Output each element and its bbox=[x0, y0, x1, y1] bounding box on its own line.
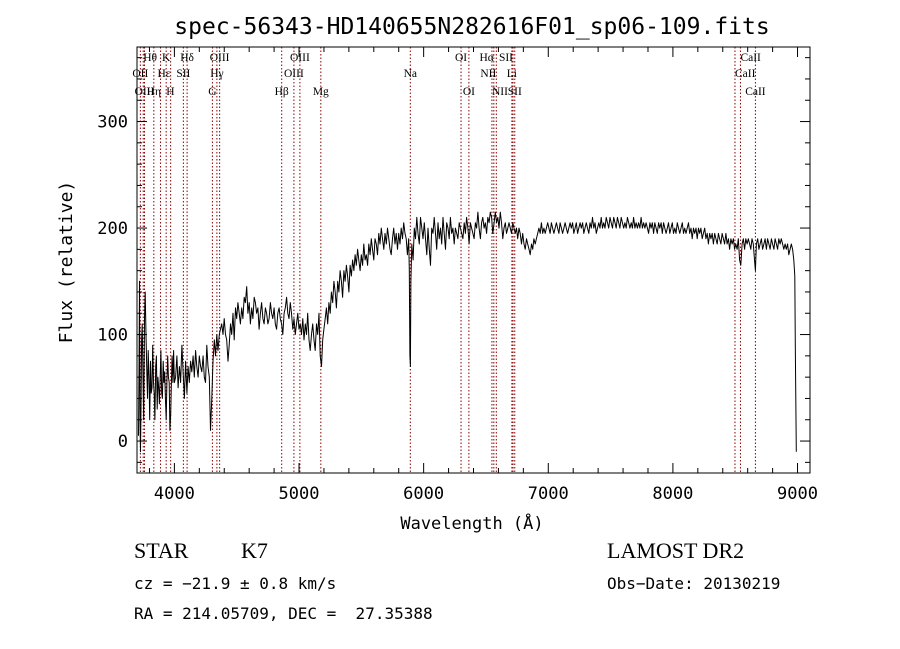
survey-name: LAMOST DR2 bbox=[607, 538, 744, 563]
x-tick-label: 5000 bbox=[279, 484, 320, 504]
spectral-line-label: OII bbox=[132, 68, 148, 80]
plot-area: Hθ K Hδ OIII OIII OI Hα SII CaII OII Hε SII Hγ OIII Na… bbox=[97, 46, 818, 504]
spectral-line-label: Hβ bbox=[275, 86, 289, 98]
redshift-cz: cz = −21.9 ± 0.8 km/s bbox=[134, 574, 336, 593]
spectral-line-label: Mg bbox=[313, 86, 329, 98]
x-tick-label: 4000 bbox=[154, 484, 195, 504]
spectral-line-label: CaII bbox=[735, 68, 756, 80]
x-axis-label: Wavelength (Å) bbox=[400, 512, 543, 534]
spectral-line-label: OIII bbox=[210, 52, 230, 64]
y-tick-label: 300 bbox=[97, 113, 128, 133]
observation-date: Obs−Date: 20130219 bbox=[607, 574, 780, 593]
y-tick-label: 100 bbox=[97, 326, 128, 346]
chart-title: spec-56343-HD140655N282616F01_sp06-109.f… bbox=[174, 14, 769, 40]
x-tick-label: 8000 bbox=[652, 484, 693, 504]
spectral-line-label: NII bbox=[492, 86, 508, 98]
spectral-line-label: SII bbox=[508, 86, 522, 98]
x-tick-label: 9000 bbox=[777, 484, 818, 504]
spectral-line-label: OI bbox=[455, 52, 467, 64]
spectral-line-label: Hγ bbox=[210, 68, 223, 80]
x-tick-label: 6000 bbox=[403, 484, 444, 504]
spectral-line-label: K bbox=[162, 52, 171, 64]
spectral-line-label: Hη bbox=[147, 86, 161, 98]
spectral-line-label: NII bbox=[480, 68, 496, 80]
plot-frame bbox=[136, 46, 811, 474]
spectral-line-label: G bbox=[208, 86, 216, 98]
y-tick-label: 200 bbox=[97, 219, 128, 239]
object-class: STAR bbox=[134, 538, 189, 563]
spectral-line-label: Hε bbox=[158, 68, 171, 80]
spectral-line-label: CaII bbox=[740, 52, 761, 64]
spectral-line-label: OI bbox=[463, 86, 475, 98]
spectral-line-label: OIII bbox=[135, 86, 155, 98]
spectral-line-label: OIII bbox=[284, 68, 304, 80]
spectral-line-label: SII bbox=[499, 52, 513, 64]
spectral-line-label: Na bbox=[404, 68, 417, 80]
spectral-line-label: OIII bbox=[290, 52, 310, 64]
spectrum-line bbox=[138, 211, 797, 453]
spectral-line-label: Hδ bbox=[180, 52, 194, 64]
spectral-line-label: CaII bbox=[745, 86, 766, 98]
spectral-line-label: SII bbox=[176, 68, 190, 80]
spectral-line-label: H bbox=[166, 86, 174, 98]
object-subclass: K7 bbox=[241, 538, 268, 563]
y-axis-label: Flux (relative) bbox=[56, 181, 77, 344]
y-tick-label: 0 bbox=[118, 432, 128, 452]
spectral-line-label: Li bbox=[507, 68, 517, 80]
spectral-line-label: Hα bbox=[479, 52, 493, 64]
coordinates: RA = 214.05709, DEC = 27.35388 bbox=[134, 604, 433, 623]
spectral-line-label: Hθ bbox=[143, 52, 157, 64]
x-tick-label: 7000 bbox=[528, 484, 569, 504]
